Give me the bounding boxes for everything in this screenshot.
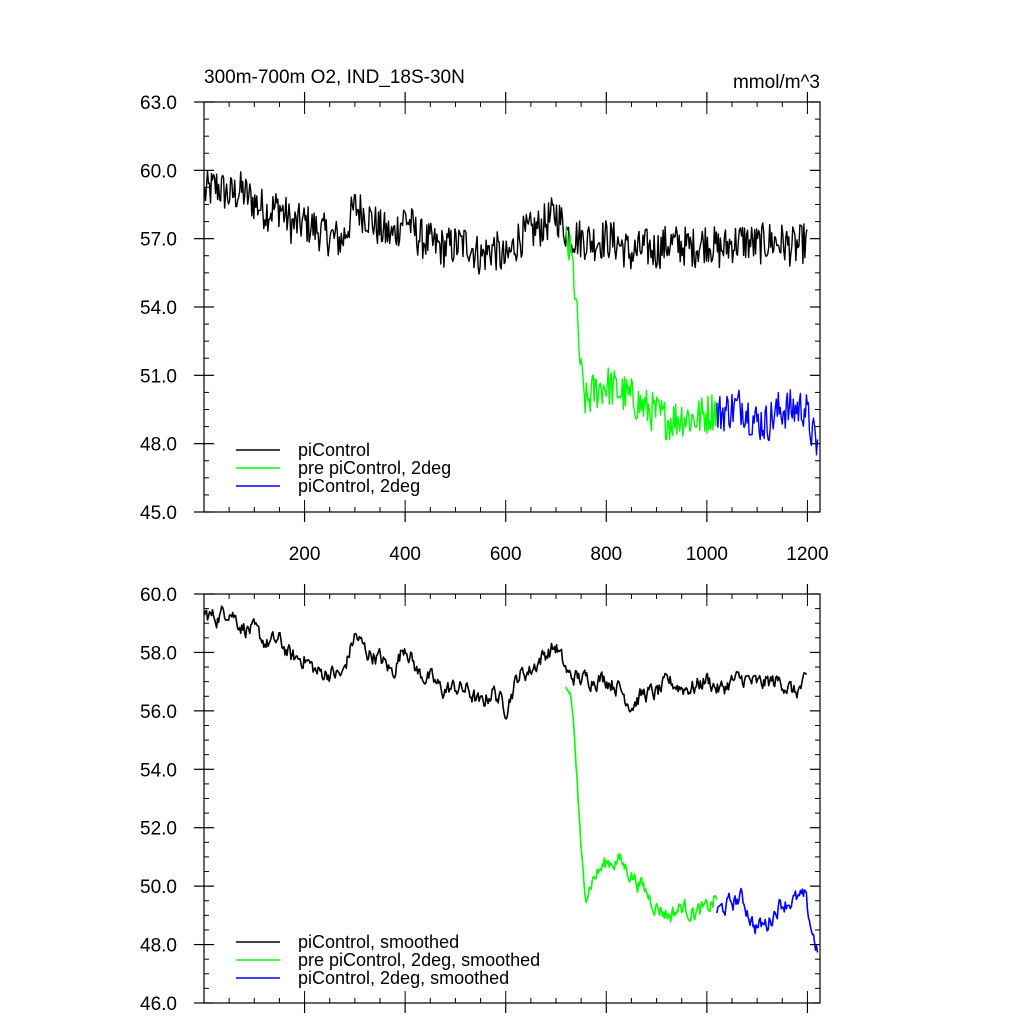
- y-tick-label: 56.0: [140, 702, 177, 723]
- bottom-panel: 46.0 48.0 50.0 52.0 54.0 56.0 58.0 60.0 piContr…: [140, 584, 821, 1015]
- top-chart-units: mmol/m^3: [733, 72, 820, 93]
- series-line-1-0: [203, 605, 807, 720]
- top-panel: 300m-700m O2, IND_18S-30N mmol/m^3 45.04…: [140, 67, 829, 565]
- y-tick-label: 60.0: [140, 585, 177, 606]
- y-tick-label: 51.0: [140, 366, 177, 387]
- legend-label: piControl, 2deg, smoothed: [298, 968, 509, 988]
- y-tick-label: 50.0: [140, 877, 177, 898]
- bottom-axes: 46.0 48.0 50.0 52.0 54.0 56.0 58.0 60.0: [140, 584, 821, 1015]
- x-tick-label: 600: [490, 544, 522, 565]
- top-axes: 45.0 48.0 51.0 54.0 57.0 60.0 63.0 200 400 600 800…: [140, 92, 829, 565]
- x-tick-label: 400: [389, 544, 421, 565]
- x-tick-label: 1000: [686, 544, 728, 565]
- top-chart-title: 300m-700m O2, IND_18S-30N: [204, 67, 465, 88]
- y-tick-label: 46.0: [140, 994, 177, 1015]
- series-line-1-1: [565, 686, 718, 923]
- legend-label: pre piControl, 2deg: [298, 458, 451, 478]
- y-tick-label: 60.0: [140, 161, 177, 182]
- x-tick-label: 1200: [786, 544, 828, 565]
- y-tick-label: 58.0: [140, 643, 177, 664]
- y-tick-label: 54.0: [140, 298, 177, 319]
- series-line-1-2: [716, 887, 819, 953]
- x-tick-label: 200: [289, 544, 321, 565]
- plot-frame: [203, 101, 821, 513]
- y-tick-label: 45.0: [140, 503, 177, 524]
- y-tick-label: 63.0: [140, 93, 177, 114]
- legend-label: pre piControl, 2deg, smoothed: [298, 950, 540, 970]
- y-tick-label: 57.0: [140, 230, 177, 251]
- legend-label: piControl, 2deg: [298, 476, 420, 496]
- bottom-series-group: [203, 605, 819, 953]
- y-tick-label: 54.0: [140, 760, 177, 781]
- series-line-0-1: [565, 227, 718, 441]
- y-tick-label: 48.0: [140, 435, 177, 456]
- top-series-group: [203, 170, 819, 456]
- series-line-0-0: [203, 170, 808, 275]
- series-line-0-2: [716, 389, 819, 456]
- legend-label: piControl: [298, 440, 370, 460]
- y-tick-label: 52.0: [140, 819, 177, 840]
- legend-label: piControl, smoothed: [298, 932, 459, 952]
- x-tick-label: 800: [590, 544, 622, 565]
- y-tick-label: 48.0: [140, 936, 177, 957]
